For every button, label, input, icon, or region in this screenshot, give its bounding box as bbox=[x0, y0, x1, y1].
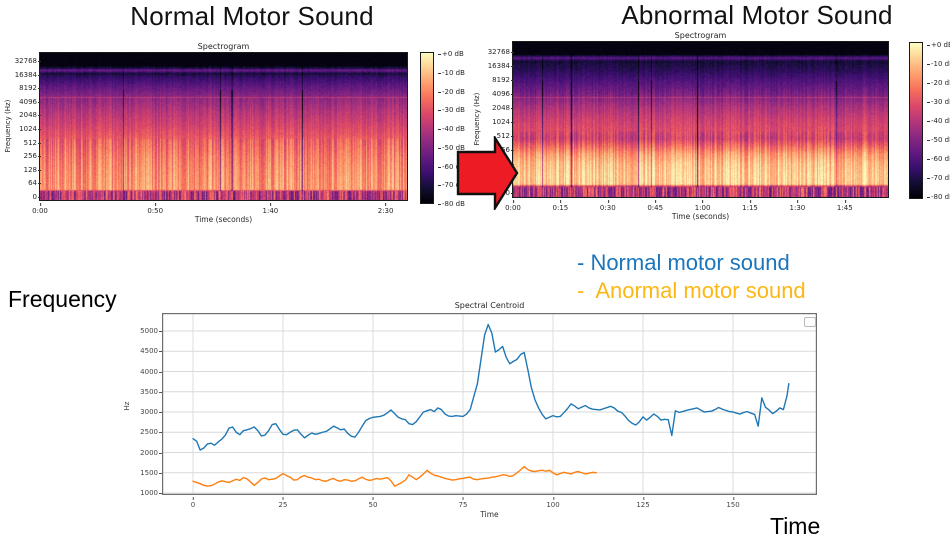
tick-label: 0:00 bbox=[32, 203, 48, 215]
frequency-tick-labels-normal: 32768 16384 8192 4096 2048 1024 512 256 128 64 0 bbox=[0, 53, 42, 201]
tick-label: -20 dB bbox=[927, 79, 950, 87]
colorbar-tick-labels-abnormal: +0 dB -10 dB -20 dB -30 dB -40 dB -50 dB -60 d… bbox=[926, 41, 950, 201]
normal-panel-heading: Normal Motor Sound bbox=[130, 1, 374, 31]
spectrogram-normal-image bbox=[39, 52, 408, 201]
spectrogram-abnormal-image bbox=[512, 41, 889, 198]
tick-label: 150 bbox=[726, 497, 740, 509]
tick-label: 2048 bbox=[492, 104, 514, 113]
frequency-annotation: Frequency bbox=[8, 286, 117, 312]
time-axis-title-normal: Time (seconds) bbox=[194, 215, 253, 224]
spectrogram-title-normal: Spectrogram bbox=[197, 42, 250, 51]
tick-label: -70 dB bbox=[438, 181, 465, 190]
hz-axis-title: Hz bbox=[123, 401, 131, 411]
tick-label: 2000 bbox=[140, 448, 162, 457]
frequency-axis-title-normal: Frequency (Hz) bbox=[4, 99, 12, 153]
colorbar-normal bbox=[420, 52, 434, 204]
time-tick-labels-centroid: 0 25 50 75 100 125 150 bbox=[162, 497, 817, 509]
tick-label: 5000 bbox=[140, 327, 162, 335]
tick-label: 8192 bbox=[19, 84, 41, 93]
tick-label: 0 bbox=[190, 497, 196, 509]
tick-label: 128 bbox=[23, 165, 42, 174]
tick-label: -50 dB bbox=[438, 143, 465, 152]
tick-label: 0:50 bbox=[147, 203, 164, 215]
legend-abnormal-text: - Anormal motor sound bbox=[577, 278, 806, 303]
time-tick-labels-abnormal: 0:00 0:15 0:30 0:45 1:00 1:15 1:30 1:45 bbox=[505, 200, 888, 212]
abnormal-panel-heading: Abnormal Motor Sound bbox=[621, 0, 893, 30]
tick-label: 100 bbox=[546, 497, 560, 509]
tick-label: 1:15 bbox=[742, 200, 758, 212]
tick-label: 2:30 bbox=[377, 203, 394, 215]
tick-label: -10 dB bbox=[438, 68, 465, 77]
spectrogram-title-abnormal: Spectrogram bbox=[674, 31, 727, 40]
tick-label: 125 bbox=[636, 497, 650, 509]
tick-label: 75 bbox=[458, 497, 468, 509]
tick-label: 1024 bbox=[492, 118, 514, 127]
tick-label: 512 bbox=[23, 138, 42, 147]
tick-label: 1:45 bbox=[836, 200, 853, 212]
colorbar-tick-labels-normal: +0 dB -10 dB -20 dB -30 dB -40 dB -50 dB -60 d… bbox=[437, 50, 467, 208]
tick-label: 64 bbox=[28, 179, 41, 188]
tick-label: 16384 bbox=[14, 70, 42, 79]
hz-tick-labels: 5000 4500 4000 3500 3000 2500 2000 1500 1000 bbox=[118, 313, 162, 497]
tick-label: -60 dB bbox=[438, 162, 465, 171]
chart-legend-box bbox=[804, 317, 816, 327]
tick-label: -20 dB bbox=[438, 87, 465, 96]
tick-label: +0 dB bbox=[927, 41, 950, 49]
tick-label: +0 dB bbox=[438, 50, 464, 58]
tick-label: 1:40 bbox=[262, 203, 279, 215]
red-arrow-icon bbox=[456, 136, 519, 210]
tick-label: 2048 bbox=[19, 111, 41, 120]
tick-label: -80 dB bbox=[438, 200, 465, 208]
tick-label: 50 bbox=[368, 497, 378, 509]
tick-label: 8192 bbox=[492, 76, 514, 85]
time-axis-title-centroid: Time bbox=[480, 510, 499, 519]
tick-label: -80 dB bbox=[927, 193, 950, 201]
tick-label: -40 dB bbox=[927, 117, 950, 125]
tick-label: 4096 bbox=[19, 97, 41, 106]
tick-label: -70 dB bbox=[927, 174, 950, 182]
tick-label: 256 bbox=[23, 152, 42, 161]
tick-label: 16384 bbox=[487, 62, 515, 71]
time-axis-title-abnormal: Time (seconds) bbox=[671, 212, 730, 221]
tick-label: -60 dB bbox=[927, 155, 950, 163]
tick-label: 0:30 bbox=[599, 200, 616, 212]
tick-label: 2500 bbox=[140, 428, 162, 437]
tick-label: 1000 bbox=[140, 489, 162, 497]
tick-label: 1:30 bbox=[789, 200, 806, 212]
tick-label: 32768 bbox=[487, 48, 515, 56]
tick-label: 32768 bbox=[14, 57, 42, 65]
tick-label: 3000 bbox=[140, 408, 162, 416]
tick-label: 4500 bbox=[140, 347, 162, 356]
tick-label: -40 dB bbox=[438, 125, 465, 133]
tick-label: 0:00 bbox=[505, 200, 521, 212]
tick-label: 0 bbox=[32, 193, 42, 201]
tick-label: -30 dB bbox=[927, 98, 950, 106]
tick-label: 25 bbox=[278, 497, 288, 509]
tick-label: -50 dB bbox=[927, 136, 950, 144]
tick-label: 0 bbox=[505, 188, 515, 197]
tick-label: 4096 bbox=[492, 90, 514, 99]
tick-label: 0:15 bbox=[552, 200, 569, 212]
tick-label: -30 dB bbox=[438, 106, 465, 115]
tick-label: 3500 bbox=[140, 387, 162, 396]
tick-label: 0:45 bbox=[647, 200, 664, 212]
centroid-chart-title: Spectral Centroid bbox=[454, 301, 525, 310]
time-annotation: Time bbox=[770, 513, 821, 539]
tick-label: 512 bbox=[496, 132, 515, 141]
time-tick-labels-normal: 0:00 0:50 1:40 2:30 bbox=[32, 203, 407, 215]
tick-label: 1500 bbox=[140, 468, 162, 477]
tick-label: 1024 bbox=[19, 125, 41, 133]
legend-normal-text: - Normal motor sound bbox=[577, 250, 790, 275]
tick-label: 1:00 bbox=[694, 200, 711, 212]
tick-label: -10 dB bbox=[927, 60, 950, 68]
colorbar-abnormal bbox=[909, 42, 923, 199]
tick-label: 4000 bbox=[140, 367, 162, 376]
centroid-line-chart bbox=[162, 313, 817, 495]
